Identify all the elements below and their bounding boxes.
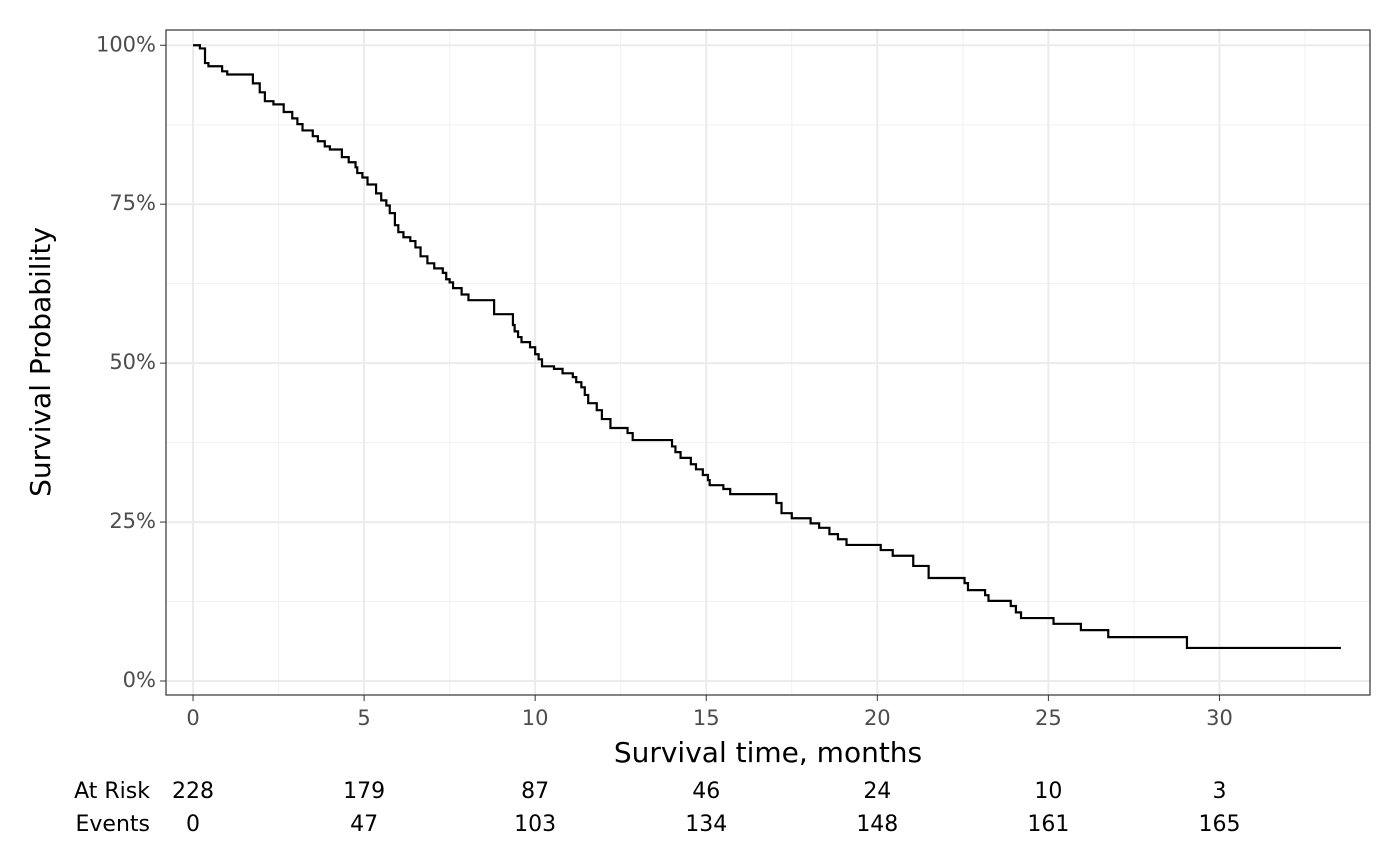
risk-value: 103 (514, 812, 556, 837)
x-tick-label: 0 (186, 706, 199, 730)
x-tick-label: 15 (693, 706, 720, 730)
x-tick-label: 25 (1035, 706, 1062, 730)
risk-value: 47 (350, 812, 378, 837)
risk-row-label: At Risk (74, 779, 150, 804)
y-tick-label: 100% (96, 32, 156, 56)
risk-value: 87 (521, 779, 549, 804)
risk-row-label: Events (76, 812, 151, 837)
risk-value: 165 (1198, 812, 1240, 837)
risk-value: 10 (1034, 779, 1062, 804)
y-tick-label: 25% (109, 509, 156, 533)
x-tick-label: 20 (864, 706, 891, 730)
risk-value: 0 (186, 812, 200, 837)
risk-value: 228 (172, 779, 214, 804)
y-axis-title: Survival Probability (24, 227, 57, 497)
survival-curve (193, 44, 1341, 650)
x-tick-label: 10 (522, 706, 549, 730)
y-tick-label: 50% (109, 350, 156, 374)
plot-border (165, 29, 1371, 696)
risk-value: 24 (863, 779, 891, 804)
x-tick-label: 5 (357, 706, 370, 730)
y-tick-label: 0% (123, 668, 156, 692)
risk-value: 134 (685, 812, 727, 837)
risk-value: 46 (692, 779, 720, 804)
x-tick-label: 30 (1206, 706, 1233, 730)
risk-value: 148 (856, 812, 898, 837)
risk-value: 179 (343, 779, 385, 804)
risk-value: 161 (1027, 812, 1069, 837)
y-tick-label: 75% (109, 191, 156, 215)
x-axis-title: Survival time, months (614, 736, 922, 769)
risk-value: 3 (1212, 779, 1226, 804)
